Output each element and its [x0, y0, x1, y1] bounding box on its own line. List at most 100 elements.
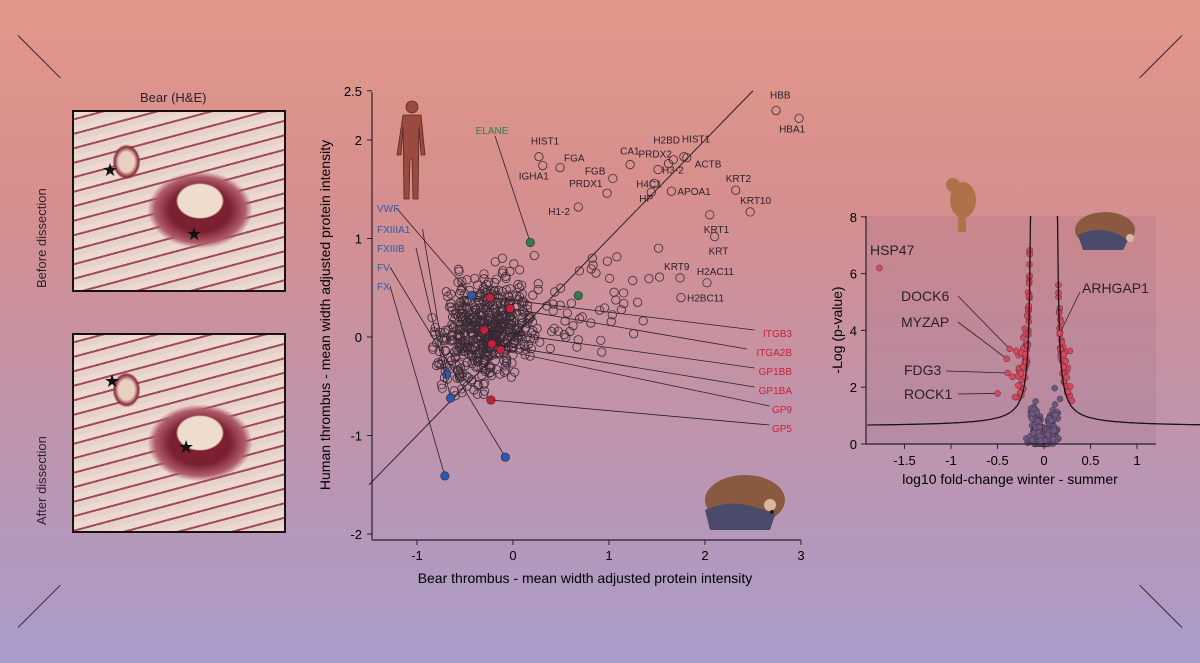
- data-point: [480, 378, 490, 388]
- star-marker-icon: ★: [102, 160, 119, 180]
- labeled-data-point: [663, 159, 674, 169]
- data-point: [470, 305, 480, 315]
- data-point: [460, 338, 470, 349]
- point-label: HP: [639, 194, 653, 205]
- labeled-data-point: [646, 187, 656, 197]
- data-point: [599, 303, 610, 313]
- leader-line: [489, 297, 755, 331]
- data-point: [605, 273, 615, 283]
- labeled-data-point: [534, 152, 544, 162]
- y-tick-label: 1: [355, 232, 362, 247]
- data-point: [528, 290, 538, 300]
- labeled-data-point: [709, 231, 720, 242]
- data-point: [457, 371, 467, 382]
- data-point: [485, 320, 496, 330]
- labeled-data-point: [731, 185, 741, 195]
- data-point: [462, 275, 472, 285]
- data-point: [457, 314, 467, 324]
- highlighted-point-blue: [446, 393, 456, 403]
- data-point: [462, 357, 472, 368]
- data-point: [463, 373, 473, 383]
- data-point: [437, 383, 447, 393]
- data-point: [448, 335, 458, 346]
- data-point: [611, 295, 621, 305]
- data-point: [525, 351, 535, 361]
- leader-line: [500, 349, 770, 407]
- data-point: [452, 324, 462, 334]
- highlighted-point-red: [479, 325, 489, 335]
- data-point: [454, 330, 464, 340]
- data-point: [503, 335, 513, 346]
- data-point: [526, 343, 536, 354]
- point-label: H1-2: [548, 207, 570, 218]
- data-point: [523, 318, 533, 328]
- data-point: [510, 367, 520, 377]
- highlighted-point-red: [485, 293, 495, 303]
- data-point: [447, 305, 457, 316]
- labeled-data-point: [702, 278, 712, 288]
- data-point: [588, 260, 598, 270]
- labeled-data-point: [676, 292, 686, 303]
- leader-line: [389, 266, 506, 458]
- data-point: [505, 284, 515, 294]
- data-point: [602, 256, 612, 266]
- data-point: [607, 310, 617, 320]
- data-point: [515, 265, 525, 275]
- data-point: [463, 349, 473, 359]
- point-label: FGB: [585, 166, 606, 177]
- data-point: [427, 313, 437, 323]
- data-point: [476, 288, 486, 298]
- x-tick-label: 1: [605, 548, 612, 563]
- point-label: HIST1: [682, 135, 711, 146]
- data-point: [441, 287, 451, 297]
- data-point: [484, 310, 494, 320]
- highlighted-point-red: [505, 303, 515, 313]
- point-label: HBB: [770, 90, 791, 101]
- highlight-label: ITGA2B: [756, 348, 792, 359]
- data-point: [633, 297, 643, 307]
- point-label: CA1: [620, 147, 640, 158]
- x-tick-label: 3: [797, 548, 804, 563]
- data-point: [479, 274, 489, 284]
- data-point: [479, 269, 489, 279]
- data-point: [428, 344, 438, 354]
- data-point: [469, 356, 479, 366]
- data-point: [574, 266, 584, 276]
- data-point: [566, 298, 577, 308]
- data-point: [447, 330, 457, 340]
- star-marker-icon: ★: [104, 371, 121, 391]
- data-point: [481, 279, 492, 290]
- data-point: [460, 312, 470, 322]
- highlight-label: GP1BB: [759, 367, 793, 378]
- histology-image-before: ★ ★: [72, 110, 286, 292]
- highlighted-point-green: [573, 291, 583, 301]
- labeled-data-point: [649, 178, 659, 188]
- data-point: [498, 319, 508, 329]
- data-point: [456, 343, 467, 353]
- data-point: [548, 306, 558, 316]
- point-label: KRT2: [726, 174, 752, 185]
- data-point: [441, 333, 451, 343]
- highlight-label: ITGB3: [763, 329, 792, 340]
- data-point: [447, 312, 458, 322]
- data-point: [464, 305, 474, 315]
- data-point: [548, 299, 558, 309]
- data-point: [513, 279, 523, 289]
- data-point: [466, 327, 476, 338]
- highlighted-point-blue: [442, 369, 452, 379]
- labeled-data-point: [682, 153, 692, 163]
- labeled-data-point: [705, 210, 715, 220]
- data-point: [459, 338, 469, 348]
- data-point: [472, 280, 483, 290]
- data-point: [456, 332, 466, 342]
- data-point: [469, 317, 479, 328]
- y-tick-label: 0: [355, 330, 362, 345]
- data-point: [505, 312, 515, 323]
- leader-line: [491, 343, 755, 388]
- data-point: [591, 268, 601, 278]
- sleeping-bear-icon: [705, 475, 785, 530]
- data-point: [502, 358, 512, 368]
- data-point: [513, 295, 524, 305]
- leader-line: [396, 207, 473, 296]
- data-point: [509, 259, 519, 269]
